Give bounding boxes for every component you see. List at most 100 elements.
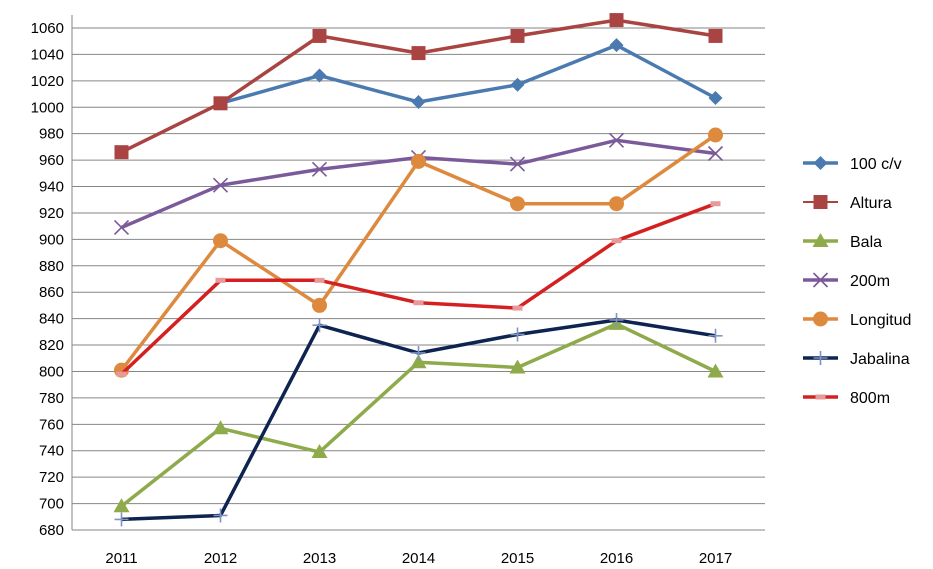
legend-marker <box>813 311 828 327</box>
data-point <box>215 277 226 283</box>
x-tick-label: 2011 <box>105 550 137 567</box>
x-tick-label: 2014 <box>402 550 435 567</box>
series-200m <box>113 132 724 236</box>
legend-label: Bala <box>850 234 882 251</box>
x-tick-label: 2016 <box>600 550 633 567</box>
data-point <box>608 132 625 148</box>
legend-item: 200m <box>803 272 890 290</box>
y-tick-label: 940 <box>39 179 64 196</box>
series-line <box>120 133 717 372</box>
legend-marker <box>813 351 828 365</box>
data-point <box>213 96 228 111</box>
data-point <box>413 300 424 306</box>
legend-marker <box>813 195 828 209</box>
series-line <box>220 43 717 105</box>
legend-marker <box>812 233 829 247</box>
series-line <box>120 138 716 230</box>
data-point <box>609 13 624 28</box>
data-point <box>708 328 723 343</box>
data-point <box>510 327 525 342</box>
data-point <box>611 238 622 244</box>
data-point <box>312 297 327 313</box>
y-tick-label: 700 <box>39 496 64 513</box>
data-point <box>212 177 229 193</box>
data-point <box>411 94 426 109</box>
data-point <box>113 498 130 513</box>
data-point <box>212 420 229 435</box>
y-tick-label: 820 <box>39 337 64 354</box>
data-point <box>512 305 523 311</box>
y-tick-label: 680 <box>39 522 64 539</box>
axes <box>71 15 765 531</box>
y-tick-label: 800 <box>39 363 64 380</box>
data-point <box>114 145 129 160</box>
data-point <box>114 512 129 527</box>
series-group <box>113 13 724 527</box>
legend-label: 800m <box>850 390 890 407</box>
data-point <box>213 508 228 523</box>
data-point <box>116 371 127 377</box>
y-tick-label: 1000 <box>31 99 64 116</box>
legend-marker <box>815 394 826 400</box>
data-point <box>609 312 624 327</box>
series-longitud <box>114 127 723 378</box>
data-point <box>509 359 526 374</box>
legend-item: 800m <box>803 390 890 407</box>
y-tick-label: 840 <box>39 311 64 328</box>
data-point <box>710 201 721 207</box>
y-tick-label: 860 <box>39 284 64 301</box>
y-tick-label: 720 <box>39 469 64 486</box>
data-point <box>509 156 526 172</box>
series-altura <box>114 13 723 160</box>
y-tick-label: 960 <box>39 152 64 169</box>
legend-label: 200m <box>850 273 890 290</box>
data-point <box>411 46 426 61</box>
data-point <box>707 145 724 162</box>
y-tick-label: 880 <box>39 258 64 275</box>
series-jabalina <box>114 312 723 527</box>
series-100-c-v <box>213 38 723 111</box>
data-point <box>510 77 525 92</box>
legend-label: Altura <box>850 195 892 212</box>
data-point <box>609 196 624 212</box>
y-tick-label: 980 <box>39 126 64 143</box>
data-point <box>707 363 724 378</box>
y-tick-label: 1060 <box>31 20 64 37</box>
legend-item: Jabalina <box>803 351 910 368</box>
data-point <box>311 444 328 459</box>
data-point <box>312 68 327 83</box>
y-tick-label: 900 <box>39 231 64 248</box>
data-point <box>213 233 228 249</box>
legend-item: Longitud <box>803 311 911 329</box>
data-point <box>510 28 525 43</box>
x-tick-label: 2013 <box>303 550 336 567</box>
data-point <box>410 354 427 369</box>
data-point <box>314 277 325 283</box>
data-point <box>411 345 426 360</box>
x-tick-label: 2015 <box>501 550 534 567</box>
y-tick-label: 740 <box>39 443 64 460</box>
y-tick-label: 780 <box>39 390 64 407</box>
data-point <box>609 38 624 53</box>
legend-marker <box>812 272 829 288</box>
data-point <box>708 127 723 143</box>
legend-item: Altura <box>803 195 892 212</box>
legend-marker <box>813 156 828 170</box>
legend-label: Longitud <box>850 312 911 329</box>
x-axis-ticks: 2011 2012 2013 2014 2015 2016 2017 <box>105 550 732 567</box>
x-tick-label: 2012 <box>204 550 237 567</box>
y-tick-label: 920 <box>39 205 64 222</box>
series-800m <box>116 201 721 377</box>
legend-label: 100 c/v <box>850 156 902 173</box>
data-point <box>312 318 327 333</box>
y-axis-ticks: 680 700 720 740 760 780 800 820 840 860 880 900 920 9… <box>31 20 64 539</box>
legend-item: 100 c/v <box>803 156 902 173</box>
legend-label: Jabalina <box>850 351 910 368</box>
data-point <box>510 196 525 212</box>
legend-item: Bala <box>803 233 882 251</box>
data-point <box>708 28 723 43</box>
series-line <box>120 18 716 154</box>
x-tick-label: 2017 <box>699 550 732 567</box>
legend: 100 c/v Altura Bala 200m Longitud Jabalina 800… <box>803 156 911 407</box>
